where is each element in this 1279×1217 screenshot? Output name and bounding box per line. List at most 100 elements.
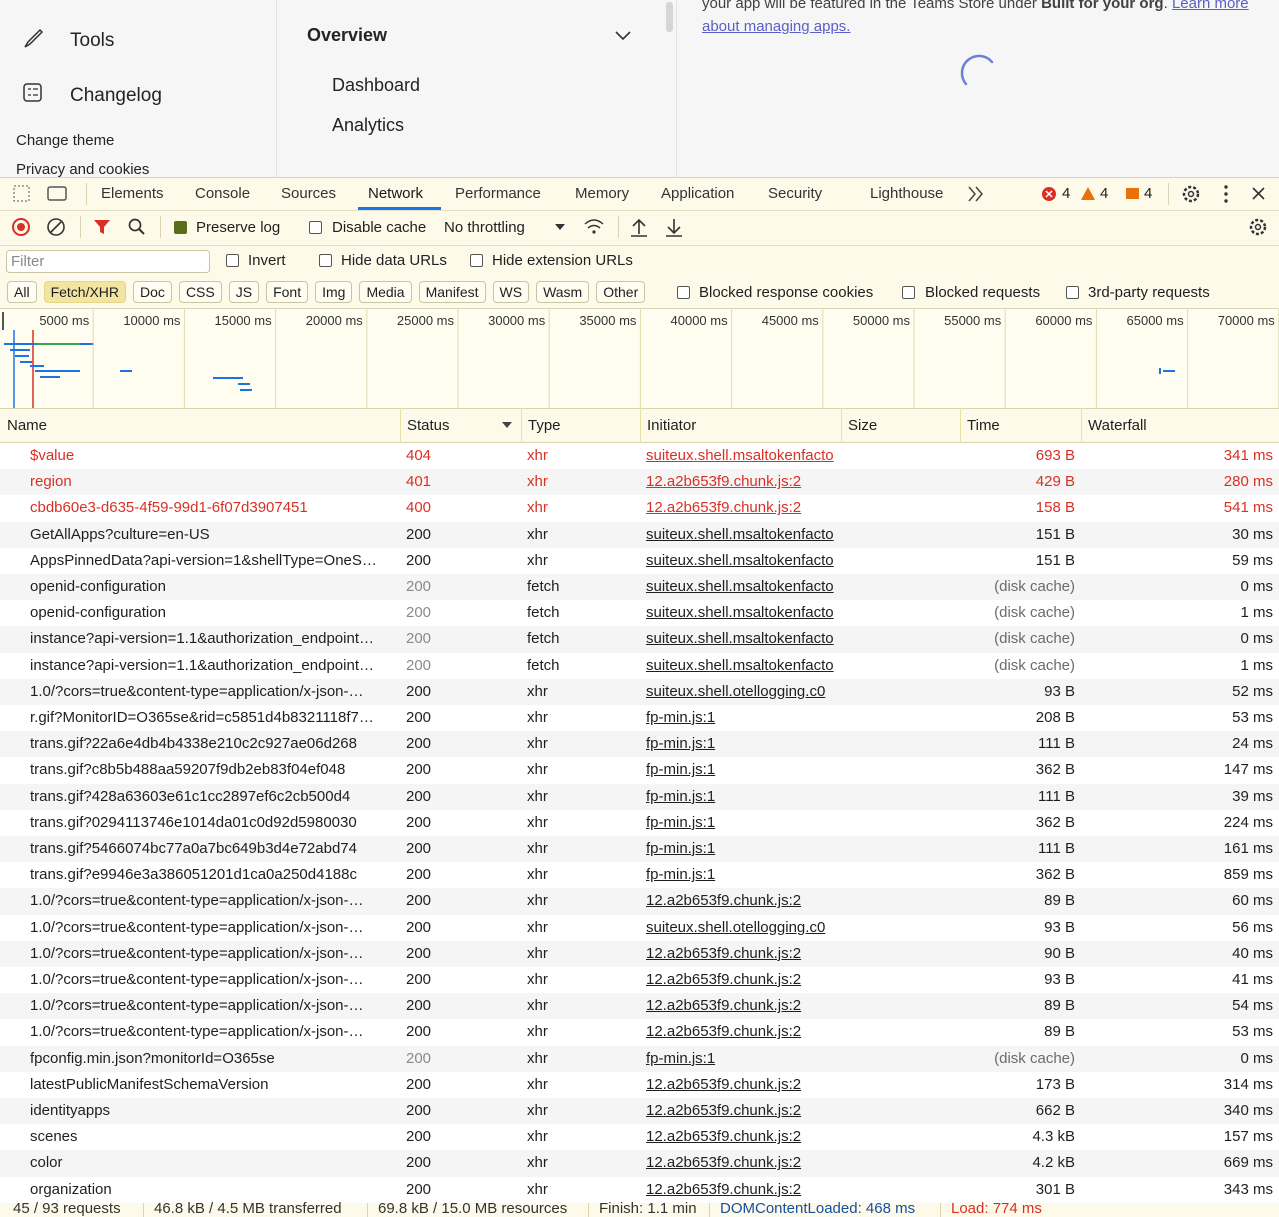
checkbox-label[interactable]: Hide data URLs xyxy=(341,252,447,269)
cell-name[interactable]: GetAllApps?culture=en-US xyxy=(30,525,210,543)
type-filter[interactable]: All xyxy=(7,281,37,303)
request-row[interactable]: 1.0/?cors=true&content-type=application/… xyxy=(0,940,1279,967)
request-row[interactable]: cbdb60e3-d635-4f59-99d1-6f07d3907451 400 x… xyxy=(0,495,1279,522)
cell-initiator[interactable]: fp-min.js:1 xyxy=(646,866,716,884)
cell-initiator[interactable]: suiteux.shell.msaltokenfacto xyxy=(646,578,834,595)
cell-initiator[interactable]: 12.a2b653f9.chunk.js:2 xyxy=(646,1128,802,1146)
request-row[interactable]: r.gif?MonitorID=O365se&rid=c5851d4b83211… xyxy=(0,705,1279,732)
checkbox-label[interactable]: Disable cache xyxy=(332,219,427,236)
request-row[interactable]: 1.0/?cors=true&content-type=application/… xyxy=(0,888,1279,915)
cell-name[interactable]: color xyxy=(30,1154,63,1172)
request-row[interactable]: 1.0/?cors=true&content-type=application/… xyxy=(0,678,1279,705)
checkbox[interactable] xyxy=(677,286,690,299)
type-filter[interactable]: JS xyxy=(228,281,260,303)
cell-initiator[interactable]: 12.a2b653f9.chunk.js:2 xyxy=(646,892,802,910)
checkbox[interactable] xyxy=(319,254,332,267)
cell-name[interactable]: 1.0/?cors=true&content-type=application/… xyxy=(30,682,364,700)
request-row[interactable]: 1.0/?cors=true&content-type=application/… xyxy=(0,1019,1279,1046)
cell-name[interactable]: 1.0/?cors=true&content-type=application/… xyxy=(30,1023,364,1041)
cell-name[interactable]: $value xyxy=(30,447,75,464)
cell-name[interactable]: region xyxy=(30,473,72,491)
cell-initiator[interactable]: fp-min.js:1 xyxy=(646,735,716,753)
issue-count[interactable]: 4 xyxy=(1062,185,1071,202)
cell-initiator[interactable]: fp-min.js:1 xyxy=(646,1049,716,1067)
column-header[interactable]: Status xyxy=(407,417,450,434)
type-filter[interactable]: WS xyxy=(492,281,530,303)
issue-count[interactable]: 4 xyxy=(1144,185,1153,202)
nav-item[interactable]: Dashboard xyxy=(332,75,421,95)
request-row[interactable]: latestPublicManifestSchemaVersion 200 xhr 1… xyxy=(0,1071,1279,1098)
devtools-tab[interactable]: Console xyxy=(195,185,251,202)
type-filter[interactable]: Manifest xyxy=(418,281,486,303)
devtools-tab[interactable]: Lighthouse xyxy=(870,185,944,202)
filter-placeholder[interactable]: Filter xyxy=(11,253,45,270)
checkbox[interactable] xyxy=(470,254,483,267)
devtools-tab[interactable]: Security xyxy=(768,185,823,202)
request-row[interactable]: organization 200 xhr 12.a2b653f9.chunk.js:2… xyxy=(0,1176,1279,1203)
cell-initiator[interactable]: fp-min.js:1 xyxy=(646,813,716,831)
type-filter[interactable]: Fetch/XHR xyxy=(43,281,127,303)
cell-name[interactable]: 1.0/?cors=true&content-type=application/… xyxy=(30,918,364,936)
request-row[interactable]: region 401 xhr 12.a2b653f9.chunk.js:2 429 B 2… xyxy=(0,469,1279,496)
type-filter[interactable]: CSS xyxy=(178,281,222,303)
request-row[interactable]: 1.0/?cors=true&content-type=application/… xyxy=(0,967,1279,994)
request-row[interactable]: scenes 200 xhr 12.a2b653f9.chunk.js:2 4.3 kB… xyxy=(0,1124,1279,1151)
devtools-tab[interactable]: Sources xyxy=(281,185,337,202)
cell-initiator[interactable]: 12.a2b653f9.chunk.js:2 xyxy=(646,473,802,491)
type-filter[interactable]: Font xyxy=(266,281,309,303)
sidebar-item[interactable]: Changelog xyxy=(70,85,162,106)
request-row[interactable]: trans.gif?c8b5b488aa59207f9db2eb83f04ef0… xyxy=(0,757,1279,784)
request-row[interactable]: instance?api-version=1.1&authorization_e… xyxy=(0,652,1279,679)
cell-name[interactable]: cbdb60e3-d635-4f59-99d1-6f07d3907451 xyxy=(30,499,308,517)
request-row[interactable]: fpconfig.min.json?monitorId=O365se 200 xhr… xyxy=(0,1045,1279,1072)
checkbox[interactable] xyxy=(902,286,915,299)
column-header[interactable]: Waterfall xyxy=(1088,417,1147,434)
cell-name[interactable]: 1.0/?cors=true&content-type=application/… xyxy=(30,944,364,962)
cell-name[interactable]: trans.gif?428a63603e61c1cc2897ef6c2cb500… xyxy=(30,787,351,805)
devtools-tab[interactable]: Application xyxy=(661,185,735,202)
column-header[interactable]: Type xyxy=(528,417,561,434)
request-row[interactable]: openid-configuration 200 fetch suiteux.shel… xyxy=(0,574,1279,601)
checkbox[interactable] xyxy=(1066,286,1079,299)
cell-name[interactable]: fpconfig.min.json?monitorId=O365se xyxy=(30,1049,275,1067)
checkbox[interactable] xyxy=(174,221,187,234)
cell-initiator[interactable]: 12.a2b653f9.chunk.js:2 xyxy=(646,1180,802,1198)
cell-name[interactable]: latestPublicManifestSchemaVersion xyxy=(30,1075,269,1093)
checkbox-label[interactable]: Blocked requests xyxy=(925,284,1041,301)
devtools-tab[interactable]: Elements xyxy=(101,185,164,202)
cell-name[interactable]: trans.gif?e9946e3a386051201d1ca0a250d418… xyxy=(30,866,357,884)
throttling-select[interactable]: No throttling xyxy=(444,219,525,236)
cell-name[interactable]: trans.gif?0294113746e1014da01c0d92d59800… xyxy=(30,813,357,831)
column-header[interactable]: Size xyxy=(848,417,878,434)
checkbox-label[interactable]: Hide extension URLs xyxy=(492,252,633,269)
request-row[interactable]: color 200 xhr 12.a2b653f9.chunk.js:2 4.2 kB 6… xyxy=(0,1150,1279,1177)
cell-name[interactable]: trans.gif?5466074bc77a0a7bc649b3d4e72abd… xyxy=(30,840,357,857)
cell-initiator[interactable]: fp-min.js:1 xyxy=(646,787,716,805)
request-row[interactable]: instance?api-version=1.1&authorization_e… xyxy=(0,626,1279,653)
cell-initiator[interactable]: suiteux.shell.otellogging.c0 xyxy=(646,682,826,700)
nav-item[interactable]: Analytics xyxy=(332,115,405,135)
request-row[interactable]: AppsPinnedData?api-version=1&shellType=O… xyxy=(0,547,1279,574)
request-row[interactable]: trans.gif?e9946e3a386051201d1ca0a250d418… xyxy=(0,862,1279,889)
request-row[interactable]: $value 404 xhr suiteux.shell.msaltokenfacto… xyxy=(0,443,1279,470)
request-row[interactable]: identityapps 200 xhr 12.a2b653f9.chunk.js:2… xyxy=(0,1098,1279,1125)
nav-section[interactable]: Overview xyxy=(307,25,388,45)
cell-initiator[interactable]: suiteux.shell.msaltokenfacto xyxy=(646,656,834,674)
checkbox[interactable] xyxy=(226,254,239,267)
checkbox[interactable] xyxy=(309,221,322,234)
request-row[interactable]: GetAllApps?culture=en-US 200 xhr suiteux.sh… xyxy=(0,521,1279,548)
cell-initiator[interactable]: 12.a2b653f9.chunk.js:2 xyxy=(646,1075,802,1093)
column-header[interactable]: Time xyxy=(967,417,1000,434)
checkbox-label[interactable]: 3rd-party requests xyxy=(1088,284,1210,301)
type-filter[interactable]: Other xyxy=(596,281,646,303)
devtools-tab[interactable]: Network xyxy=(368,185,424,202)
cell-initiator[interactable]: suiteux.shell.msaltokenfacto xyxy=(646,551,834,569)
cell-initiator[interactable]: suiteux.shell.msaltokenfacto xyxy=(646,447,834,464)
type-filter[interactable]: Media xyxy=(359,281,412,303)
devtools-tab[interactable]: Performance xyxy=(455,185,541,202)
cell-name[interactable]: openid-configuration xyxy=(30,578,166,595)
cell-initiator[interactable]: suiteux.shell.msaltokenfacto xyxy=(646,604,834,622)
devtools-tab[interactable]: Memory xyxy=(575,185,630,202)
cell-name[interactable]: instance?api-version=1.1&authorization_e… xyxy=(30,656,374,674)
cell-name[interactable]: r.gif?MonitorID=O365se&rid=c5851d4b83211… xyxy=(30,709,374,726)
